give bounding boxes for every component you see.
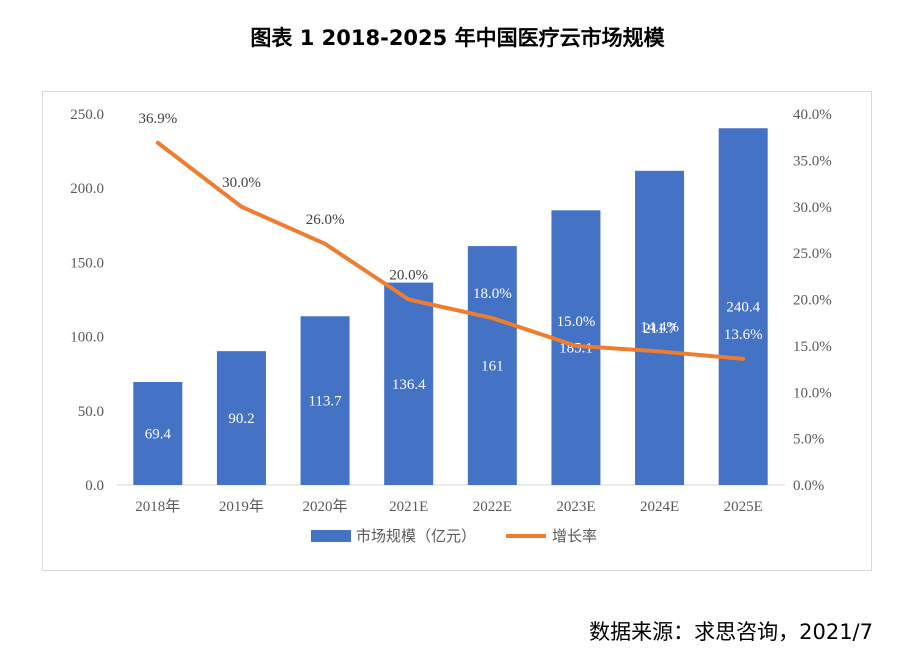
x-tick-label: 2024E — [640, 499, 679, 515]
bar — [635, 170, 685, 485]
legend-bar-swatch — [311, 530, 351, 542]
line-data-label: 15.0% — [557, 314, 596, 330]
bar-data-label: 90.2 — [228, 411, 254, 427]
bar-data-label: 136.4 — [392, 377, 426, 393]
line-data-label: 13.6% — [724, 327, 763, 343]
y-right-tick-label: 20.0% — [793, 293, 832, 309]
y-right-tick-label: 0.0% — [793, 478, 824, 494]
source-note: 数据来源：求思咨询，2021/7 — [589, 620, 873, 644]
x-tick-label: 2019年 — [219, 498, 264, 515]
bar-data-label: 161 — [481, 359, 504, 375]
legend-bar-label: 市场规模（亿元） — [356, 527, 476, 545]
y-left-tick-label: 100.0 — [70, 330, 104, 346]
bar — [133, 382, 183, 485]
legend-line-label: 增长率 — [552, 527, 597, 545]
y-left-tick-label: 0.0 — [85, 478, 104, 494]
line-data-label: 36.9% — [138, 111, 177, 127]
y-left-tick-label: 250.0 — [70, 107, 104, 123]
x-tick-label: 2025E — [724, 499, 763, 515]
bar-data-label: 240.4 — [726, 300, 760, 316]
chart-title: 图表 1 2018-2025 年中国医疗云市场规模 — [250, 26, 665, 50]
y-right-tick-label: 25.0% — [793, 246, 832, 262]
y-left-tick-label: 50.0 — [78, 404, 104, 420]
bar-data-label: 211.7 — [643, 321, 677, 337]
bar — [467, 246, 517, 485]
x-tick-label: 2021E — [389, 499, 428, 515]
growth-rate-line — [155, 140, 746, 361]
bar-data-label: 69.4 — [145, 427, 172, 443]
y-right-tick-label: 10.0% — [793, 385, 832, 401]
y-right-tick-label: 40.0% — [793, 107, 832, 123]
chart-frame: 0.0 50.0 100.0 150.0 200.0 250.0 0.0% 5.0% 10.0%… — [42, 91, 872, 571]
line-data-label: 26.0% — [306, 212, 345, 228]
x-tick-label: 2022E — [473, 499, 512, 515]
bar — [384, 282, 434, 485]
y-left-tick-label: 150.0 — [70, 255, 104, 271]
x-tick-label: 2023E — [556, 499, 595, 515]
y-right-tick-label: 15.0% — [793, 339, 832, 355]
y-right-tick-label: 35.0% — [793, 153, 832, 169]
line-data-label: 30.0% — [222, 175, 261, 191]
bar — [718, 128, 768, 485]
legend: 市场规模（亿元） 增长率 — [311, 527, 597, 545]
bar — [216, 351, 266, 485]
line-data-label: 20.0% — [389, 268, 428, 284]
combo-chart: 0.0 50.0 100.0 150.0 200.0 250.0 0.0% 5.0% 10.0%… — [70, 107, 832, 545]
y-right-tick-label: 5.0% — [793, 432, 824, 448]
line-data-label: 18.0% — [473, 286, 512, 302]
line-data-label: 14.4% — [640, 319, 679, 335]
x-tick-label: 2020年 — [303, 498, 348, 515]
y-right-tick-label: 30.0% — [793, 200, 832, 216]
x-tick-label: 2018年 — [135, 498, 180, 515]
y-left-tick-label: 200.0 — [70, 181, 104, 197]
bar — [300, 316, 350, 485]
bar-data-label: 113.7 — [308, 394, 342, 410]
